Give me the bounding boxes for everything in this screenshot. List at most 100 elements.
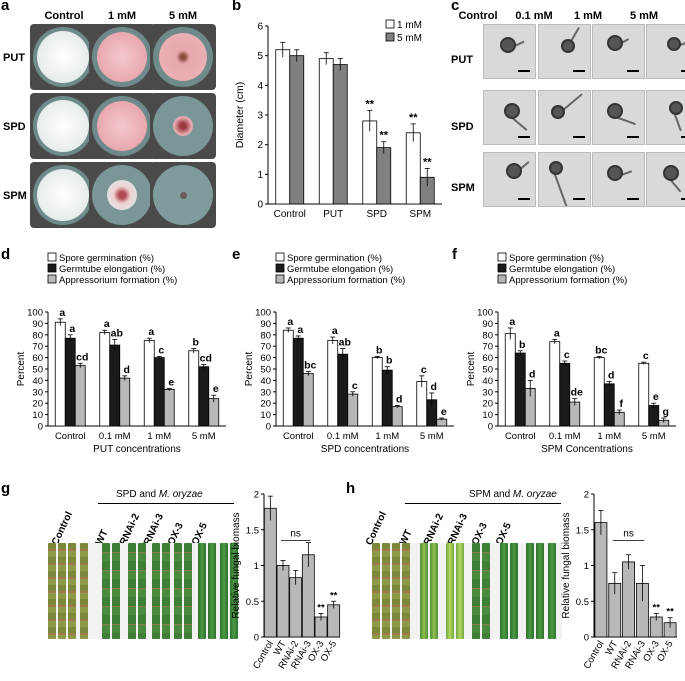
y-tick-label: 100 [27,308,43,319]
significance-label: cd [200,352,212,364]
y-tick-label: 5 [257,51,263,62]
y-tick-label: 30 [260,387,271,398]
leaf [102,543,110,639]
y-tick-label: 10 [260,410,271,421]
bar [289,577,303,638]
bar [99,332,111,427]
bar [381,369,393,427]
y-tick-label: 100 [477,308,493,319]
legend-label: 1 mM [397,20,422,31]
bar [569,401,581,427]
legend-label: Spore germination (%) [509,253,604,264]
leaf [446,543,454,639]
y-tick-label: 70 [32,342,43,353]
leaf [500,543,508,639]
scale-bar [518,70,530,72]
c-col-01mm: 0.1 mM [515,10,553,22]
significance-label: ab [339,336,351,348]
leaf [420,543,428,639]
y-tick-label: 40 [482,376,493,387]
y-tick-label: 0 [266,422,271,433]
significance-label: c [421,364,427,376]
x-tick-label: Control [283,431,314,442]
legend-swatch [497,274,507,284]
bar [504,333,516,427]
a-row-spd: SPD [3,121,26,133]
spore [549,161,563,175]
spore [669,101,683,115]
significance-label: e [653,391,659,403]
y-tick-label: 2 [257,140,263,151]
y-tick-label: 80 [260,330,271,341]
significance-label: de [571,387,583,399]
c-row-spm: SPM [451,182,475,194]
significance-label: c [352,380,358,392]
leaf [152,543,160,639]
bar [109,344,121,427]
y-axis-label: Percent [16,352,27,387]
legend-swatch [497,252,507,262]
y-tick-label: 20 [482,399,493,410]
lane-label: RNAi-2 [422,512,447,547]
y-tick-label: 90 [32,319,43,330]
chart-e: 0102030405060708090100PercentaabcControl… [244,252,454,455]
x-axis-label: SPM Concentrations [541,444,633,455]
y-tick-label: 0 [584,633,589,644]
bar [163,389,175,427]
y-axis-label: Percent [244,352,255,387]
micrograph [646,152,685,207]
scale-bar [573,70,585,72]
legend-label: Appressorium formation (%) [59,275,177,286]
y-tick-label: 2 [254,490,259,501]
y-tick-label: 0 [257,200,263,211]
lane-label: RNAi-2 [118,512,143,547]
significance-label: d [529,368,535,380]
bar [347,393,359,427]
legend-label: Spore germination (%) [59,253,154,264]
leaf [402,543,410,639]
x-tick-label: 5 mM [420,431,444,442]
leaf [430,543,438,639]
bar [559,362,571,427]
y-tick-label: 70 [482,342,493,353]
y-tick-label: 3 [257,111,263,122]
leaf [80,543,88,639]
c-col-control: Control [458,10,498,22]
panel-label-h: h [346,480,356,497]
leaf [510,543,518,639]
germ-tube [553,171,570,206]
bar [416,381,428,427]
y-tick-label: 2 [584,490,589,501]
y-tick-label: 1 [584,561,589,572]
panel-label-a: a [1,0,10,14]
significance-label: cd [76,351,88,363]
significance-label: a [104,318,110,330]
y-tick-label: 50 [260,365,271,376]
g-leaf-panel [48,543,238,639]
significance-label: b [376,344,382,356]
y-tick-label: 50 [482,365,493,376]
micrograph [592,152,645,207]
bar [292,337,304,427]
significance-label: d [396,393,402,405]
significance-label: bc [595,344,607,356]
y-tick-label: 80 [482,330,493,341]
spore [506,163,522,179]
a-row-put: PUT [3,52,25,64]
lane-label: RNAi-3 [142,512,167,547]
significance-label: a [59,307,65,319]
y-tick-label: 60 [482,353,493,364]
y-tick-label: 40 [32,376,43,387]
spore [561,39,575,53]
y-tick-label: 0 [488,422,493,433]
bar [318,58,334,205]
significance-label: a [297,324,303,336]
a-row-spm: SPM [3,190,27,202]
leaf [198,543,206,639]
significance-label: a [69,323,75,335]
leaf [138,543,146,639]
significance-label: a [287,316,293,328]
significance-label: g [663,406,669,418]
c-col-1mm: 1 mM [573,10,603,22]
